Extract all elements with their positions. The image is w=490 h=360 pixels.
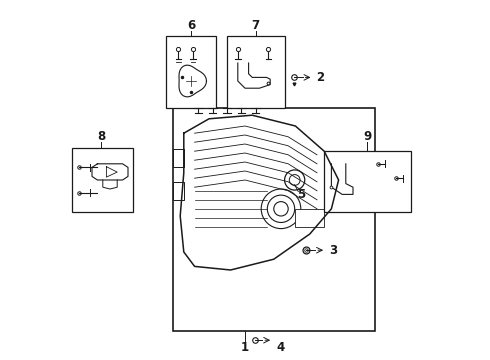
Text: 7: 7 xyxy=(252,19,260,32)
Text: 6: 6 xyxy=(187,19,195,32)
Bar xyxy=(166,36,216,108)
Bar xyxy=(227,36,285,108)
Text: 8: 8 xyxy=(97,130,105,143)
Bar xyxy=(295,209,324,227)
Bar xyxy=(324,151,411,212)
Bar xyxy=(173,108,374,331)
Text: 9: 9 xyxy=(363,130,371,143)
Bar xyxy=(173,182,184,200)
Text: 4: 4 xyxy=(277,341,285,354)
Bar xyxy=(72,148,133,212)
Text: 2: 2 xyxy=(317,71,325,84)
Text: 1: 1 xyxy=(241,341,249,354)
Bar xyxy=(173,149,184,167)
Text: 3: 3 xyxy=(329,244,337,257)
Text: 5: 5 xyxy=(296,188,305,201)
